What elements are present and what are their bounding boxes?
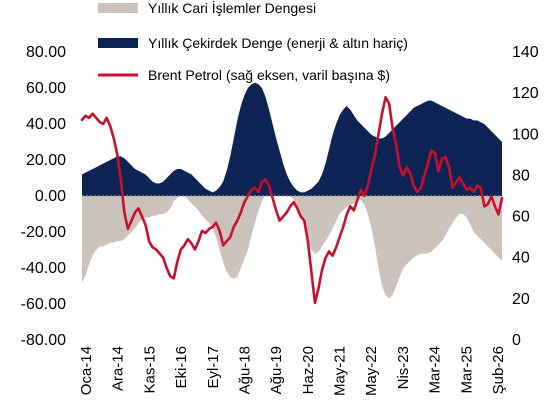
core-balance-area [82, 82, 502, 196]
x-tick-label: Eki-16 [173, 346, 190, 389]
left-axis-ticks: 80.00 60.00 40.00 20.00 0.00 -20.00 -40.00 -60.… [21, 44, 66, 349]
right-tick-label: 80 [512, 167, 530, 184]
legend-swatch-core-balance [98, 38, 138, 48]
right-tick-label: 0 [512, 332, 521, 349]
legend-label-core-balance: Yıllık Çekirdek Denge (enerji & altın ha… [148, 35, 408, 51]
x-tick-label: Eyl-17 [205, 346, 222, 389]
left-tick-label: 20.00 [26, 152, 66, 169]
x-tick-label: May-22 [363, 346, 380, 396]
current-account-area [82, 187, 502, 299]
x-tick-label: Oca-14 [78, 346, 95, 395]
left-tick-label: -60.00 [21, 296, 66, 313]
legend: Yıllık Cari İşlemler Dengesi Yıllık Çeki… [98, 0, 408, 83]
legend-label-current-account: Yıllık Cari İşlemler Dengesi [148, 0, 316, 16]
plot-area [80, 82, 504, 305]
left-tick-label: -80.00 [21, 332, 66, 349]
right-tick-label: 140 [512, 44, 539, 61]
x-tick-label: Ağu-18 [237, 346, 254, 394]
x-tick-label: Şub-26 [490, 346, 507, 394]
left-tick-label: 40.00 [26, 116, 66, 133]
right-tick-label: 120 [512, 85, 539, 102]
legend-swatch-current-account [98, 3, 138, 13]
x-tick-label: Mar-25 [458, 346, 475, 394]
right-tick-label: 60 [512, 209, 530, 226]
legend-label-brent: Brent Petrol (sağ eksen, varil başına $) [148, 67, 390, 83]
x-tick-label: May-21 [332, 346, 349, 396]
right-tick-label: 100 [512, 126, 539, 143]
right-tick-label: 20 [512, 291, 530, 308]
left-tick-label: 0.00 [35, 188, 66, 205]
x-tick-label: Ara-14 [110, 346, 127, 391]
x-axis-ticks: Oca-14 Ara-14 Kas-15 Eki-16 Eyl-17 Ağu-18 Ağu-… [78, 346, 507, 396]
left-tick-label: 60.00 [26, 80, 66, 97]
x-tick-label: Haz-20 [300, 346, 317, 394]
right-axis-ticks: 140 120 100 80 60 40 20 0 [512, 44, 539, 349]
x-tick-label: Nis-23 [395, 346, 412, 389]
left-tick-label: 80.00 [26, 44, 66, 61]
left-tick-label: -40.00 [21, 260, 66, 277]
left-tick-label: -20.00 [21, 224, 66, 241]
right-tick-label: 40 [512, 250, 530, 267]
brent-line [80, 95, 504, 305]
x-tick-label: Kas-15 [141, 346, 158, 394]
x-tick-label: Ağu-19 [268, 346, 285, 394]
x-tick-label: Mar-24 [427, 346, 444, 394]
